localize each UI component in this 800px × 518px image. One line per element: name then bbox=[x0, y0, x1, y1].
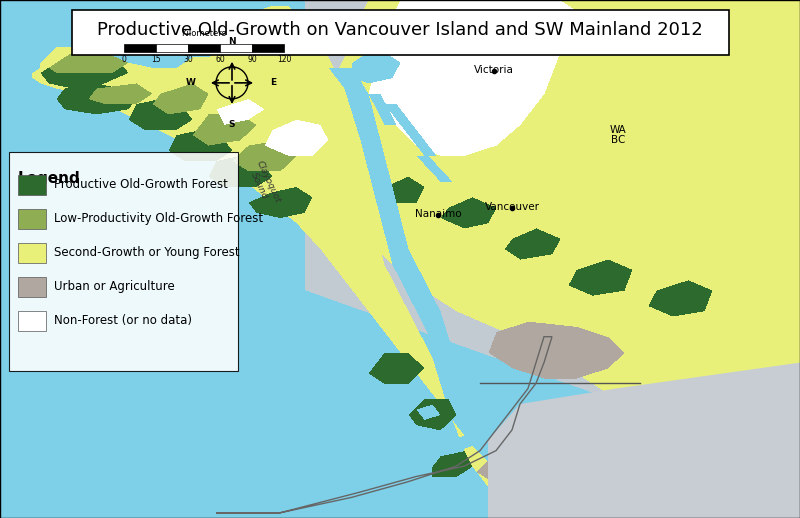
Text: 30: 30 bbox=[183, 55, 193, 64]
Text: W: W bbox=[186, 78, 195, 88]
Bar bbox=[18, 277, 46, 297]
Bar bbox=[18, 209, 46, 229]
Bar bbox=[18, 243, 46, 263]
FancyBboxPatch shape bbox=[71, 10, 729, 55]
FancyBboxPatch shape bbox=[9, 152, 238, 371]
Polygon shape bbox=[488, 363, 800, 518]
Text: Second-Growth or Young Forest: Second-Growth or Young Forest bbox=[54, 247, 239, 260]
Text: Nanaimo: Nanaimo bbox=[415, 209, 462, 219]
Text: E: E bbox=[270, 78, 277, 88]
Text: 15: 15 bbox=[151, 55, 161, 64]
Text: N: N bbox=[228, 37, 236, 46]
Text: 60: 60 bbox=[215, 55, 225, 64]
Text: Low-Productivity Old-Growth Forest: Low-Productivity Old-Growth Forest bbox=[54, 212, 262, 225]
Bar bbox=[124, 44, 156, 52]
Bar bbox=[220, 44, 252, 52]
Text: Clayoquot
Sound: Clayoquot Sound bbox=[246, 159, 282, 209]
Text: Non-Forest (or no data): Non-Forest (or no data) bbox=[54, 314, 192, 327]
Text: Urban or Agriculture: Urban or Agriculture bbox=[54, 280, 174, 293]
Bar bbox=[18, 175, 46, 195]
Text: WA: WA bbox=[610, 124, 626, 135]
Text: BC: BC bbox=[611, 135, 626, 145]
Bar bbox=[18, 311, 46, 331]
Text: Productive Old-Growth Forest: Productive Old-Growth Forest bbox=[54, 178, 227, 191]
Text: 120: 120 bbox=[277, 55, 291, 64]
Bar bbox=[252, 44, 284, 52]
Text: Legend: Legend bbox=[18, 171, 80, 186]
Text: Vancouver: Vancouver bbox=[485, 202, 539, 212]
Text: 0: 0 bbox=[122, 55, 126, 64]
Bar bbox=[156, 44, 188, 52]
Bar bbox=[188, 44, 220, 52]
Text: 90: 90 bbox=[247, 55, 257, 64]
Text: S: S bbox=[229, 120, 235, 129]
Text: Victoria: Victoria bbox=[474, 65, 514, 76]
Text: Kilometers: Kilometers bbox=[182, 28, 226, 38]
Text: Productive Old-Growth on Vancouver Island and SW Mainland 2012: Productive Old-Growth on Vancouver Islan… bbox=[97, 21, 703, 39]
